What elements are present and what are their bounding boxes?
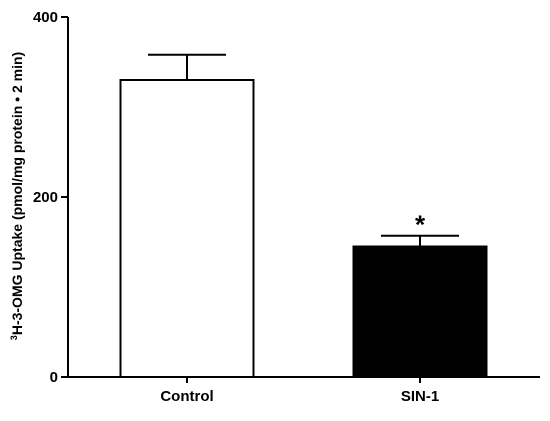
y-axis-title: 3H-3-OMG Uptake (pmol/mg protein • 2 min… [9, 52, 25, 340]
y-tick-label-0: 0 [50, 369, 58, 386]
y-axis-title-superscript: 3 [9, 335, 19, 340]
y-axis-title-group: 3H-3-OMG Uptake (pmol/mg protein • 2 min… [9, 52, 25, 340]
y-tick-label-200: 200 [33, 189, 58, 206]
significance-marker: * [415, 210, 426, 240]
x-tick-label-sin-1: SIN-1 [401, 388, 439, 405]
y-tick-label-400: 400 [33, 9, 58, 26]
bar-control [119, 79, 255, 378]
bar-sin-1 [352, 245, 488, 378]
x-tick-label-control: Control [160, 388, 213, 405]
plot-area: Control SIN-1 * 0 200 400 [33, 9, 540, 405]
y-axis-title-text: H-3-OMG Uptake (pmol/mg protein • 2 min) [9, 52, 25, 335]
